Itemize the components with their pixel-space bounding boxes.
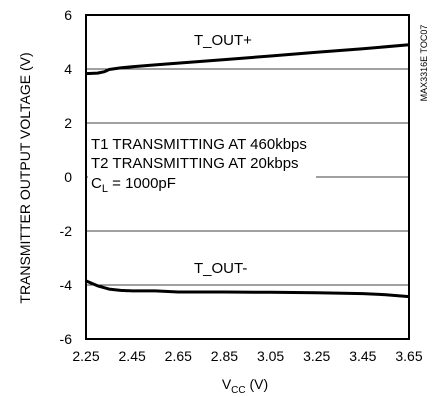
x-tick-label: 3.65 xyxy=(395,348,422,364)
x-tick-label: 3.05 xyxy=(257,348,284,364)
series-label-t-out-minus: T_OUT- xyxy=(194,260,247,277)
tick-layer: 6 4 2 0 -2 -4 -62.25 2.45 2.65 2.85 3.05 3.25 3.45 3.… xyxy=(60,7,423,364)
annotation-line-3-prefix: C xyxy=(91,175,102,192)
x-axis-label: VCC (V) xyxy=(222,376,268,396)
x-axis-label-unit: (V) xyxy=(246,376,269,392)
x-tick-label: 3.25 xyxy=(303,348,330,364)
y-tick-label: 6 xyxy=(64,7,72,23)
y-axis-label: TRANSMITTER OUTPUT VOLTAGE (V) xyxy=(17,52,33,303)
series-line-t-out-plus xyxy=(85,43,410,76)
y-tick-label: -4 xyxy=(60,277,73,293)
annotation-line-3-sub: L xyxy=(102,183,108,195)
annotation-background xyxy=(88,132,316,196)
x-axis-label-sub: CC xyxy=(231,385,245,396)
x-tick-label: 2.85 xyxy=(211,348,238,364)
x-tick-label: 3.45 xyxy=(349,348,376,364)
x-tick-label: 2.65 xyxy=(165,348,192,364)
y-tick-label: -2 xyxy=(60,223,73,239)
series-label-t-out-plus: T_OUT+ xyxy=(194,32,252,49)
annotation-line-3-suffix: = 1000pF xyxy=(108,175,176,192)
x-tick-label: 2.45 xyxy=(119,348,146,364)
y-tick-label: 4 xyxy=(64,61,72,77)
series-line-t-out-minus xyxy=(85,279,410,299)
y-tick-label: 2 xyxy=(64,115,72,131)
x-axis-label-main: V xyxy=(222,376,232,392)
plot-frame xyxy=(85,14,410,340)
annotation-line-1: T1 TRANSMITTING AT 460kbps xyxy=(91,136,307,153)
chart-code-label: MAX3316E TOC07 xyxy=(419,25,429,102)
series-layer xyxy=(85,43,410,299)
y-tick-label: -6 xyxy=(60,331,73,347)
annotation-line-3: CL = 1000pF xyxy=(91,175,176,195)
annotation-line-2: T2 TRANSMITTING AT 20kbps xyxy=(91,155,299,172)
y-tick-label: 0 xyxy=(64,169,72,185)
x-tick-label: 2.25 xyxy=(72,348,99,364)
